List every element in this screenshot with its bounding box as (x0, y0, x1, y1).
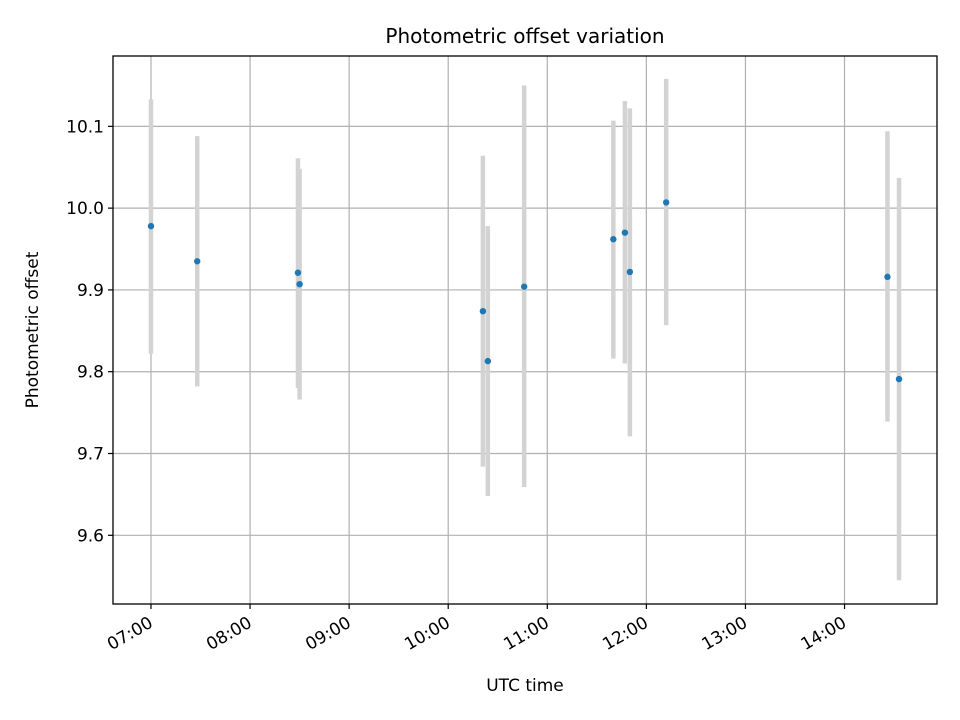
data-points (147, 199, 903, 383)
y-tick-label: 9.6 (77, 526, 104, 546)
chart-title: Photometric offset variation (385, 24, 664, 48)
y-tick-label: 10.1 (66, 117, 104, 137)
y-axis-ticks: 9.6 9.7 9.8 9.9 10.0 10.1 (66, 117, 113, 546)
data-point (895, 375, 903, 383)
data-point (520, 283, 528, 290)
data-point (294, 269, 302, 276)
data-point (484, 357, 492, 365)
y-axis-title: Photometric offset (23, 251, 43, 408)
data-point (194, 258, 201, 265)
y-tick-label: 9.9 (77, 281, 104, 301)
y-tick-label: 9.8 (77, 363, 104, 383)
y-tick-label: 10.0 (66, 199, 104, 219)
x-axis-title: UTC time (486, 676, 564, 696)
plot-area-frame (112, 55, 938, 605)
data-point (884, 273, 891, 281)
y-tick-label: 9.7 (77, 445, 104, 465)
data-point (296, 280, 303, 288)
data-point (147, 222, 155, 230)
data-point (610, 236, 617, 243)
data-point (479, 307, 487, 315)
data-point (662, 199, 670, 206)
data-point (626, 268, 634, 276)
data-point (621, 229, 629, 236)
